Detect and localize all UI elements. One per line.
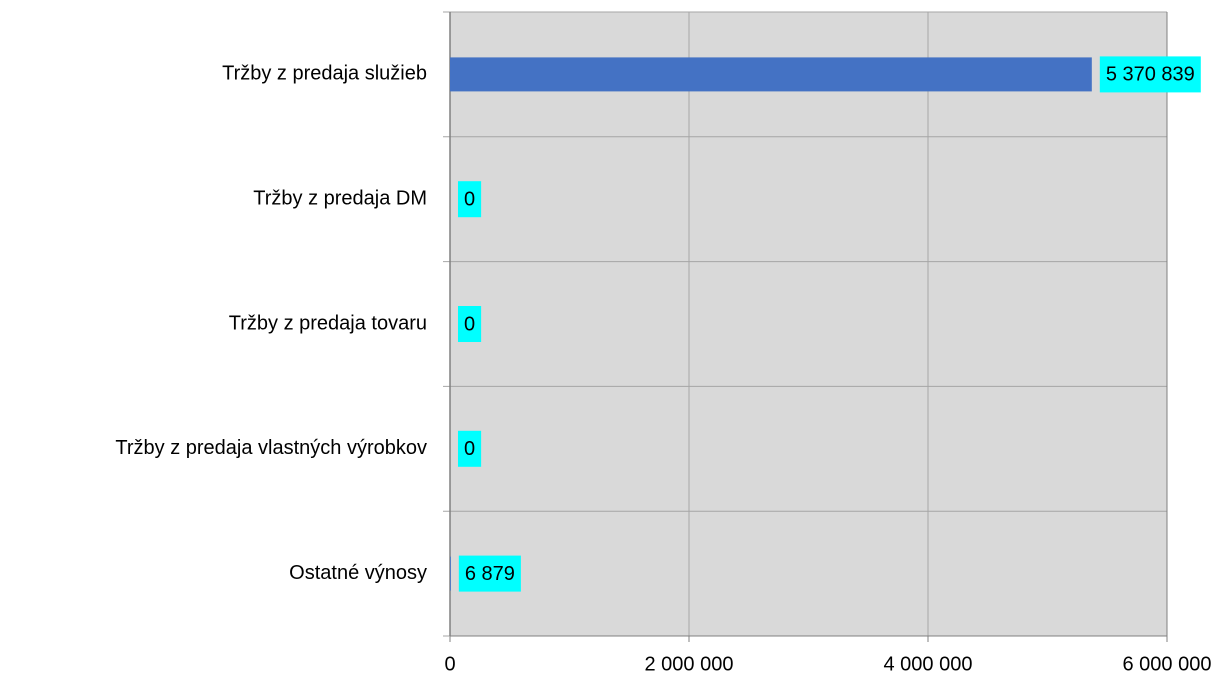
- y-tick-label: Tržby z predaja DM: [253, 187, 427, 209]
- bar: [450, 57, 1092, 92]
- data-label-box: [458, 430, 482, 467]
- x-tick-label: 4 000 000: [884, 653, 973, 675]
- y-tick-label: Tržby z predaja tovaru: [229, 312, 427, 334]
- data-label: 0: [464, 438, 475, 460]
- data-label: 5 370 839: [1106, 64, 1195, 86]
- bar: [450, 556, 451, 591]
- data-label-box: [458, 555, 521, 592]
- x-tick-label: 0: [444, 653, 455, 675]
- data-label: 0: [464, 188, 475, 210]
- x-tick-label: 6 000 000: [1123, 653, 1212, 675]
- x-tick-label: 2 000 000: [645, 653, 734, 675]
- data-label: 6 879: [465, 563, 515, 585]
- data-label: 0: [464, 313, 475, 335]
- data-label-box: [458, 306, 482, 342]
- y-tick-label: Tržby z predaja vlastných výrobkov: [115, 437, 427, 459]
- y-tick-label: Ostatné výnosy: [289, 562, 427, 584]
- data-label-box: [458, 181, 482, 218]
- data-label-box: [1099, 56, 1201, 93]
- plot-area: [450, 12, 1167, 636]
- y-tick-label: Tržby z predaja služieb: [222, 63, 427, 85]
